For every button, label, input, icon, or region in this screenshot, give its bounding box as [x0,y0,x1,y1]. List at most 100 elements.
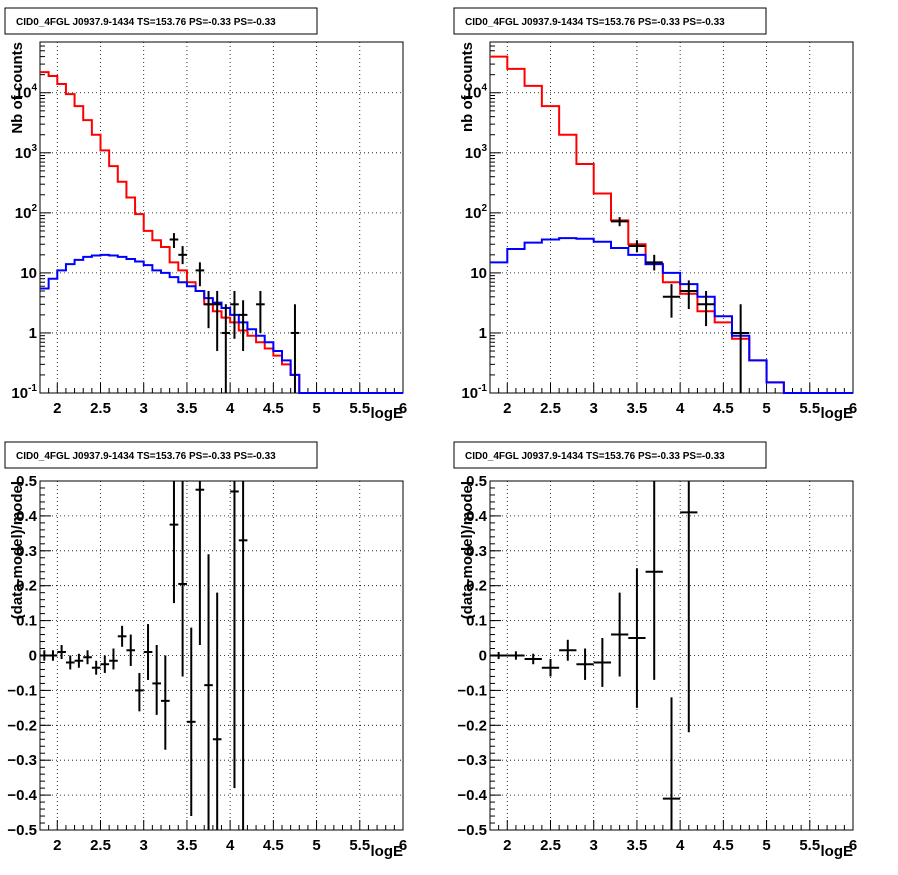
data-point [143,624,153,680]
series-data [611,217,750,393]
data-point [100,655,110,673]
x-axis: 2 2.5 3 3.5 4 4.5 5 5.5 6 [39,383,407,417]
y-tick-label: 0.5 [16,473,37,490]
x-tick-label: 2.5 [90,837,111,854]
data-point [238,481,248,830]
y-axis-title: Nb of counts [9,42,26,134]
y-tick-label: 0.4 [466,508,488,525]
data-point [662,697,681,830]
y-tick-label: 102 [15,203,38,222]
chart-title: CID0_4FGL J0937.9-1434 TS=153.76 PS=-0.3… [465,451,725,462]
y-tick-label: 0.2 [466,578,487,595]
x-axis-title: logE [371,405,404,422]
x-tick-label: 4.5 [263,400,284,417]
x-tick-label: 2 [503,400,511,417]
x-tick-label: 2.5 [90,400,111,417]
series-model-source [490,237,853,394]
x-tick-label: 4 [676,837,685,854]
y-tick-label: 0.3 [466,543,487,560]
data-point [559,639,577,661]
data-point [195,262,205,287]
data-point [524,653,542,665]
x-axis: 2 2.5 3 3.5 4 4.5 5 5.5 6 [39,820,407,854]
y-tick-label: −0.3 [7,752,37,769]
x-axis-title: logE [371,843,404,860]
data-point [161,655,170,750]
data-point [593,638,611,687]
data-point [48,650,58,661]
y-tick-label: 102 [465,203,488,222]
data-point [126,634,136,666]
x-tick-label: 5.5 [349,400,370,417]
x-tick-label: 4.5 [713,400,734,417]
title-box [4,7,318,35]
data-point [507,651,525,660]
data-point [204,290,213,329]
x-tick-label: 4.5 [263,837,284,854]
x-tick-label: 6 [849,837,857,854]
data-point [40,650,49,661]
data-point [697,290,715,327]
y-tick-label: −0.4 [7,787,37,804]
data-point [178,481,187,677]
y-tick-label: 1 [29,325,37,342]
y-tick-label: 103 [15,143,38,162]
data-point [83,650,92,665]
data-point [732,304,750,393]
x-tick-label: 3.5 [626,400,647,417]
series-residual [40,481,248,830]
x-tick-label: 3 [140,837,148,854]
data-point [91,660,101,675]
y-tick-label: −0.5 [457,822,487,839]
plot-frame [39,41,404,394]
x-tick-label: 2 [53,400,61,417]
x-tick-label: 2.5 [540,400,561,417]
histogram-model-source [40,253,403,394]
y-axis: 10-1 1 10 102 103 104 [11,45,51,402]
panel-4: 2 2.5 3 3.5 4 4.5 5 5.5 6logE−0.5−0.4−0.3−0.2−0.… [453,441,857,860]
x-tick-label: 5 [312,400,320,417]
x-tick-label: 5.5 [799,400,820,417]
data-point [611,592,629,677]
data-point [645,254,663,271]
y-tick-label: 10 [20,265,37,282]
x-axis: 2 2.5 3 3.5 4 4.5 5 5.5 6 [489,820,857,854]
data-point [65,655,75,670]
title-box [4,441,318,469]
data-point [204,554,213,830]
data-point [212,290,222,352]
data-point [152,645,161,715]
y-tick-label: −0.2 [7,717,37,734]
data-point [178,246,187,265]
x-axis-title: logE [821,405,854,422]
y-axis-title: nb of counts [459,42,476,132]
x-tick-label: 5 [762,837,770,854]
data-point [117,625,127,647]
data-point [169,233,179,248]
x-tick-label: 2.5 [540,837,561,854]
data-point [490,652,508,659]
data-point [662,284,681,318]
data-point [611,217,629,227]
x-tick-label: 3 [590,837,598,854]
y-tick-label: 104 [465,83,488,102]
x-tick-label: 5.5 [799,837,820,854]
y-tick-label: 0.1 [466,613,487,630]
y-tick-label: 1 [479,325,487,342]
x-tick-label: 3 [590,400,598,417]
data-point [221,304,231,393]
y-tick-label: 10-1 [461,383,487,402]
y-axis: −0.5 −0.4 −0.3 −0.2 −0.1 0 0.1 0.2 0.3 0.4 0.5 [457,473,501,839]
y-tick-label: 0.3 [16,543,37,560]
y-tick-label: 0 [29,648,37,665]
data-point [212,592,222,830]
y-tick-label: 103 [465,143,488,162]
data-point [74,653,84,668]
y-axis-title: (data-model)/model [9,481,26,619]
series-data [169,233,300,393]
x-tick-label: 3.5 [176,837,197,854]
y-axis: −0.5 −0.4 −0.3 −0.2 −0.1 0 0.1 0.2 0.3 0.4 0.5 [7,473,51,839]
